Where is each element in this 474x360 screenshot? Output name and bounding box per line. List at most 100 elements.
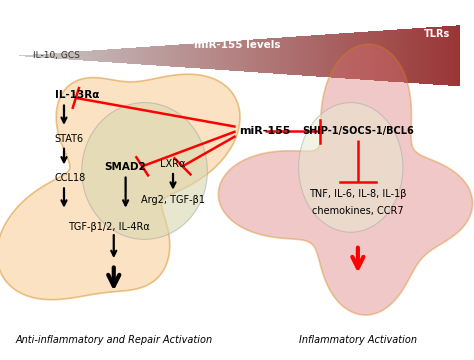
Bar — [88, 51, 89, 61]
Bar — [301, 36, 303, 76]
Bar — [107, 49, 108, 62]
Bar — [295, 36, 296, 75]
Bar — [108, 49, 109, 62]
Bar — [201, 43, 202, 69]
Bar — [335, 34, 336, 78]
Bar — [374, 31, 375, 81]
Bar — [412, 28, 413, 83]
Bar — [354, 32, 355, 79]
Bar — [381, 31, 382, 81]
Bar — [399, 30, 400, 82]
Bar — [89, 51, 90, 61]
Bar — [157, 46, 158, 66]
Bar — [448, 26, 450, 86]
Bar — [319, 35, 320, 77]
Bar — [227, 41, 228, 71]
Text: SHIP-1/SOCS-1/BCL6: SHIP-1/SOCS-1/BCL6 — [302, 126, 414, 136]
Bar — [276, 38, 277, 74]
Bar — [106, 50, 107, 62]
Bar — [27, 55, 29, 57]
Bar — [79, 51, 80, 60]
Bar — [311, 35, 313, 76]
Bar — [336, 34, 337, 78]
Bar — [423, 28, 424, 84]
Ellipse shape — [299, 103, 403, 232]
Bar — [177, 45, 178, 67]
Bar — [265, 39, 266, 73]
Bar — [56, 53, 58, 59]
Bar — [99, 50, 100, 62]
Bar — [49, 53, 50, 58]
Bar — [33, 54, 34, 57]
Bar — [370, 31, 371, 80]
Bar — [60, 53, 61, 59]
Bar — [324, 35, 325, 77]
Bar — [83, 51, 84, 60]
Bar — [142, 47, 144, 64]
Bar — [377, 31, 378, 81]
Bar — [224, 41, 225, 70]
Bar — [256, 39, 257, 72]
Bar — [81, 51, 82, 60]
Bar — [43, 54, 44, 58]
Bar — [101, 50, 102, 62]
Bar — [136, 48, 137, 64]
Bar — [197, 43, 198, 68]
Bar — [193, 44, 195, 68]
Bar — [84, 51, 85, 60]
Bar — [236, 41, 237, 71]
Bar — [181, 44, 182, 67]
Bar — [345, 33, 346, 78]
Bar — [375, 31, 376, 81]
Bar — [459, 25, 460, 86]
Text: chemokines, CCR7: chemokines, CCR7 — [312, 206, 404, 216]
Bar — [373, 31, 374, 80]
Bar — [447, 26, 448, 86]
Bar — [132, 48, 133, 64]
Bar — [104, 50, 106, 62]
Bar — [169, 45, 170, 67]
Bar — [189, 44, 190, 68]
Bar — [308, 36, 310, 76]
Bar — [225, 41, 226, 70]
Bar — [50, 53, 51, 58]
Bar — [442, 26, 443, 85]
Bar — [452, 26, 453, 86]
Bar — [454, 26, 456, 86]
Bar — [294, 37, 295, 75]
Text: STAT6: STAT6 — [55, 134, 83, 144]
Bar — [346, 33, 347, 78]
Bar — [125, 48, 126, 63]
Bar — [203, 43, 205, 69]
Text: TLRs: TLRs — [424, 29, 450, 39]
Bar — [61, 53, 62, 59]
Bar — [140, 47, 141, 64]
Bar — [182, 44, 183, 67]
Bar — [152, 46, 154, 65]
Bar — [151, 46, 152, 65]
Bar — [167, 45, 168, 66]
Text: IL-13Rα: IL-13Rα — [55, 90, 99, 100]
Bar — [404, 29, 405, 82]
Bar — [268, 39, 269, 73]
Bar — [427, 27, 428, 84]
Bar — [199, 43, 200, 68]
Bar — [100, 50, 101, 62]
Bar — [59, 53, 60, 59]
Bar — [257, 39, 258, 72]
Bar — [266, 39, 267, 73]
Bar — [30, 55, 31, 57]
Bar — [433, 27, 434, 85]
Bar — [55, 53, 56, 59]
Bar — [41, 54, 42, 58]
Bar — [32, 55, 33, 57]
Bar — [78, 51, 79, 60]
Bar — [352, 33, 353, 79]
Bar — [214, 42, 215, 69]
Bar — [323, 35, 324, 77]
Bar — [116, 49, 117, 63]
Bar — [343, 33, 344, 78]
Bar — [297, 36, 298, 75]
Bar — [39, 54, 40, 58]
Bar — [282, 37, 283, 74]
